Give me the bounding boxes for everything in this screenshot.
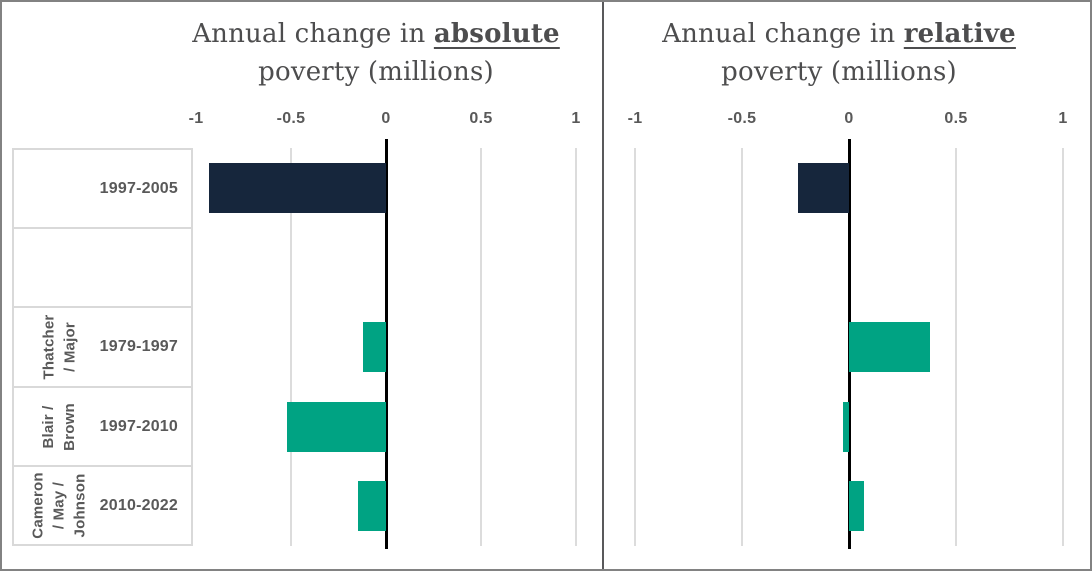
period-label: 2010-2022 [99, 496, 178, 514]
gridline--0.5 [741, 148, 743, 546]
x-tick-label-0: 0 [381, 110, 391, 127]
title-line2: poverty (millions) [258, 57, 494, 87]
group-label-thatcher-major: Thatcher / Major [39, 314, 78, 380]
bar-absolute-1997-2010 [287, 401, 386, 452]
group-label-blair-brown: Blair / Brown [39, 402, 78, 451]
category-row-1979-1997: Thatcher / Major 1979-1997 [14, 308, 191, 388]
relative-poverty-chart-panel: Annual change in relative poverty (millio… [604, 0, 1092, 571]
gridline--1 [634, 148, 636, 546]
x-tick-label--1: -1 [188, 110, 204, 127]
x-tick-label--0.5: -0.5 [276, 110, 306, 127]
group-label-wrap: Thatcher / Major [14, 308, 104, 386]
relative-chart-title: Annual change in relative poverty (millio… [615, 15, 1063, 91]
title-line2: poverty (millions) [721, 57, 957, 87]
x-tick-label--1: -1 [627, 110, 643, 127]
title-prefix: Annual change in [662, 19, 904, 49]
x-tick-label-1: 1 [1058, 110, 1068, 127]
category-label-column: 1997-2005 Thatcher / Major 1979-1997 Bla… [12, 148, 193, 546]
gridline--0.5 [290, 148, 292, 546]
bar-absolute-2010-2022 [357, 481, 386, 532]
group-label-cameron-may-johnson: Cameron / May / Johnson [29, 472, 89, 539]
bar-absolute-1979-1997 [363, 322, 386, 372]
period-label: 1997-2005 [99, 179, 178, 197]
absolute-poverty-chart-panel: Annual change in absolute poverty (millio… [12, 15, 586, 549]
title-prefix: Annual change in [192, 19, 434, 49]
gridline-0.5 [480, 148, 482, 546]
category-row-1997-2010: Blair / Brown 1997-2010 [14, 388, 191, 467]
gridline-0.5 [955, 148, 957, 546]
group-label-wrap: Cameron / May / Johnson [14, 467, 104, 544]
x-tick-label-0.5: 0.5 [469, 110, 493, 127]
zero-axis-line [385, 139, 388, 549]
x-tick-label--0.5: -0.5 [727, 110, 757, 127]
bar-relative-1997-2010 [842, 401, 849, 452]
bar-relative-1997-2005 [797, 162, 849, 213]
period-label: 1979-1997 [99, 338, 178, 355]
absolute-chart-title: Annual change in absolute poverty (millio… [166, 15, 586, 91]
x-tick-label-0.5: 0.5 [944, 110, 968, 127]
panel-divider [601, 0, 604, 571]
category-row-1997-2005: 1997-2005 [14, 150, 191, 229]
period-label: 1997-2010 [99, 417, 178, 435]
group-label-wrap: Blair / Brown [14, 388, 104, 465]
category-row-2010-2022: Cameron / May / Johnson 2010-2022 [14, 467, 191, 546]
bar-absolute-1997-2005 [209, 162, 386, 213]
x-tick-label-0: 0 [844, 110, 854, 127]
category-row-spacer [14, 229, 191, 308]
x-tick-label-1: 1 [571, 110, 581, 127]
bar-relative-1979-1997 [849, 322, 931, 372]
gridline-1 [1062, 148, 1064, 546]
gridline-1 [575, 148, 577, 546]
title-emphasis: absolute [433, 19, 560, 49]
bar-relative-2010-2022 [849, 481, 864, 532]
title-emphasis: relative [903, 19, 1016, 49]
